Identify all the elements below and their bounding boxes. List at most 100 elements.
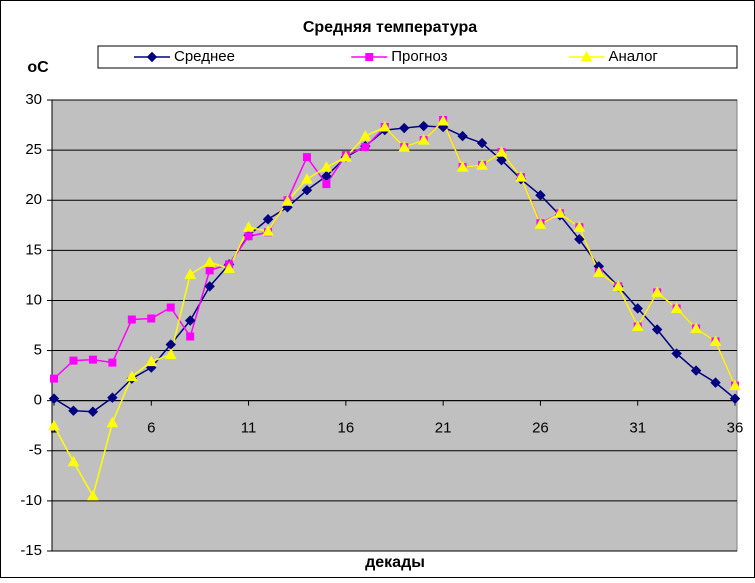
data-point bbox=[69, 356, 78, 365]
chart-title: Средняя температура bbox=[303, 19, 477, 36]
data-point bbox=[456, 161, 469, 172]
data-point bbox=[301, 184, 313, 196]
data-point bbox=[495, 146, 508, 157]
data-point bbox=[651, 286, 664, 297]
data-point bbox=[361, 143, 370, 152]
data-point bbox=[709, 335, 722, 347]
data-point bbox=[574, 234, 585, 245]
y-tick-label: 5 bbox=[34, 342, 42, 359]
data-point bbox=[534, 218, 547, 229]
y-tick-label: -15 bbox=[20, 542, 42, 559]
data-point bbox=[87, 489, 99, 501]
legend-label: Среднее bbox=[174, 48, 235, 65]
data-point bbox=[147, 314, 156, 323]
data-point bbox=[418, 120, 429, 132]
data-point bbox=[203, 256, 216, 267]
data-point bbox=[125, 370, 138, 382]
data-point bbox=[108, 358, 117, 367]
data-point bbox=[535, 190, 546, 201]
data-point bbox=[302, 153, 311, 162]
legend-box bbox=[97, 45, 738, 69]
x-axis-title: декады bbox=[365, 554, 425, 571]
data-point bbox=[67, 455, 80, 467]
x-tick-label: 31 bbox=[629, 420, 646, 437]
data-point bbox=[281, 195, 294, 206]
y-tick-label: 20 bbox=[25, 191, 42, 208]
data-point bbox=[632, 303, 643, 314]
data-point bbox=[68, 405, 79, 416]
data-point bbox=[671, 348, 682, 359]
data-point bbox=[592, 266, 605, 277]
data-point bbox=[515, 171, 527, 182]
legend-marker bbox=[146, 51, 158, 63]
x-tick-label: 21 bbox=[435, 420, 452, 437]
data-point bbox=[88, 355, 97, 364]
data-point bbox=[612, 280, 625, 291]
data-point bbox=[729, 379, 741, 391]
y-tick-label: 30 bbox=[25, 91, 42, 108]
data-point bbox=[48, 419, 60, 431]
data-point bbox=[184, 268, 197, 279]
data-point bbox=[107, 392, 118, 403]
y-axis-title: оС bbox=[27, 59, 49, 76]
data-point bbox=[204, 281, 215, 292]
data-point bbox=[417, 134, 430, 145]
data-point bbox=[651, 324, 663, 335]
data-point bbox=[340, 151, 352, 162]
data-point bbox=[223, 262, 235, 273]
data-point bbox=[166, 303, 175, 312]
data-point bbox=[262, 214, 274, 225]
data-point bbox=[244, 232, 253, 241]
x-tick-label: 11 bbox=[241, 420, 257, 437]
data-point bbox=[184, 315, 196, 326]
data-point bbox=[476, 159, 488, 170]
data-point bbox=[87, 406, 99, 417]
data-point bbox=[322, 180, 331, 189]
data-point bbox=[50, 374, 58, 383]
data-point bbox=[631, 320, 644, 332]
data-point bbox=[48, 393, 60, 404]
y-tick-label: -10 bbox=[20, 492, 42, 509]
data-point bbox=[186, 332, 195, 341]
x-tick-label: 6 bbox=[147, 420, 155, 437]
data-point bbox=[398, 141, 411, 152]
data-point bbox=[496, 154, 507, 166]
x-tick-label: 16 bbox=[338, 420, 355, 437]
data-point bbox=[476, 137, 488, 149]
plot-area bbox=[51, 99, 738, 552]
data-point bbox=[729, 393, 741, 404]
y-tick-label: 10 bbox=[25, 291, 42, 308]
y-tick-label: 15 bbox=[25, 241, 42, 258]
y-tick-label: 25 bbox=[25, 141, 42, 158]
x-tick-label: 26 bbox=[532, 420, 549, 437]
data-point bbox=[145, 355, 158, 367]
data-point bbox=[320, 161, 333, 172]
data-point bbox=[127, 315, 136, 324]
data-point bbox=[710, 377, 721, 388]
legend-marker bbox=[365, 53, 374, 61]
x-tick-label: 36 bbox=[727, 420, 744, 437]
legend-label: Аналог bbox=[609, 48, 659, 65]
data-point bbox=[399, 122, 410, 134]
data-point bbox=[457, 130, 468, 142]
data-point bbox=[670, 302, 683, 313]
data-point bbox=[690, 365, 702, 376]
data-point bbox=[378, 121, 391, 132]
data-point bbox=[359, 130, 372, 141]
data-point bbox=[437, 115, 449, 126]
data-point bbox=[106, 416, 119, 428]
data-point bbox=[690, 322, 702, 334]
data-point bbox=[164, 348, 177, 360]
legend-marker bbox=[580, 50, 593, 62]
data-point bbox=[262, 225, 274, 236]
legend-label: Прогноз bbox=[391, 48, 447, 65]
y-tick-label: 0 bbox=[34, 392, 42, 409]
data-point bbox=[573, 221, 586, 232]
data-point bbox=[301, 173, 313, 184]
data-point bbox=[242, 221, 255, 232]
y-tick-label: -5 bbox=[29, 442, 42, 459]
data-point bbox=[554, 207, 566, 218]
data-point bbox=[205, 266, 214, 275]
